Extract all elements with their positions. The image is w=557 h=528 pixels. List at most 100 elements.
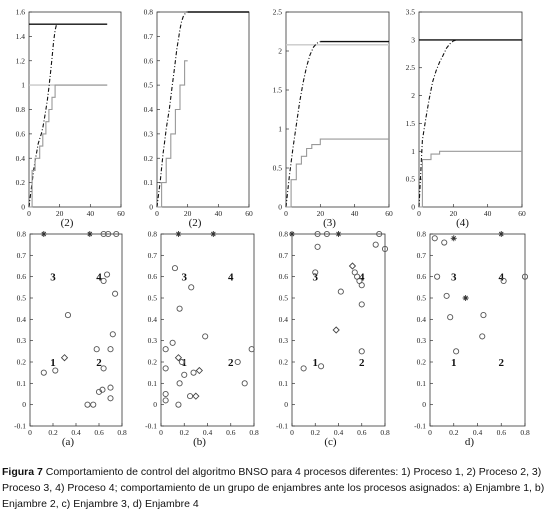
- y-tick-label: 0.5: [144, 81, 154, 90]
- data-point-circle: [381, 245, 389, 252]
- data-point-circle: [372, 241, 379, 248]
- data-point-star: [86, 231, 93, 237]
- data-point-circle: [300, 365, 307, 372]
- y-tick-label: 0.2: [17, 358, 27, 367]
- y-tick-label: 0.1: [17, 379, 27, 388]
- y-tick-label: 1: [278, 125, 282, 134]
- data-point-star: [450, 235, 457, 242]
- data-point-circle: [190, 369, 197, 376]
- data-point-circle: [441, 239, 448, 246]
- data-point-diamond: [192, 392, 200, 400]
- x-tick-label: 0.6: [226, 428, 236, 437]
- x-tick-label: 40: [215, 209, 223, 218]
- y-tick-label: 0.7: [144, 32, 154, 41]
- y-tick-label: 0.1: [279, 379, 289, 388]
- y-tick-label: 0: [284, 400, 288, 409]
- y-tick-label: 0.4: [17, 315, 27, 324]
- plot-frame: [285, 11, 390, 208]
- panel-label: (a): [62, 436, 75, 448]
- data-point-circle: [314, 243, 321, 250]
- panel-label: (4): [456, 217, 469, 229]
- group-label-2: 2: [228, 357, 234, 369]
- plot-frame: [160, 233, 255, 427]
- y-tick-label: 1.2: [16, 56, 26, 65]
- figure-caption: Figura 7 Comportamiento de control del a…: [2, 464, 554, 512]
- data-point-circle: [312, 269, 319, 276]
- y-tick-label: 0.5: [148, 294, 158, 303]
- y-tick-label: 0: [22, 400, 26, 409]
- y-tick-label: 0.4: [279, 315, 289, 324]
- group-label-1: 1: [50, 357, 56, 369]
- data-point-circle: [241, 380, 248, 387]
- data-point-circle: [202, 333, 209, 340]
- data-point-circle: [175, 401, 182, 408]
- group-label-3: 3: [313, 272, 319, 284]
- y-tick-label: 0: [422, 400, 426, 409]
- y-tick-label: 0.4: [417, 315, 427, 324]
- data-point-circle: [248, 346, 255, 353]
- x-tick-label: 20: [450, 209, 458, 218]
- data-point-circle: [337, 288, 344, 295]
- y-tick-label: 0.3: [148, 336, 158, 345]
- data-point-circle: [90, 401, 97, 408]
- y-tick-label: 0: [149, 203, 153, 212]
- y-tick-label: 0.8: [148, 230, 158, 239]
- data-point-circle: [100, 277, 107, 284]
- data-point-circle: [52, 367, 59, 374]
- data-point-circle: [105, 230, 112, 238]
- data-point-circle: [453, 348, 460, 355]
- y-tick-label: 0.3: [279, 336, 289, 345]
- data-point-circle: [234, 358, 241, 366]
- panel-label: (3): [323, 217, 336, 229]
- y-tick-label: 0.7: [17, 251, 27, 260]
- data-point-circle: [113, 230, 120, 238]
- data-point-circle: [178, 358, 185, 366]
- x-tick-label: 0.8: [520, 428, 530, 437]
- group-label-4: 4: [96, 272, 102, 284]
- data-point-star: [289, 231, 295, 237]
- data-point-star: [40, 231, 47, 237]
- data-point-circle: [100, 365, 107, 372]
- data-point-circle: [84, 401, 91, 408]
- data-point-circle: [318, 363, 325, 370]
- data-point-circle: [169, 339, 176, 346]
- x-tick-label: 0: [428, 428, 432, 437]
- y-tick-label: 1.5: [406, 119, 416, 128]
- y-tick-label: 0.1: [148, 379, 158, 388]
- group-label-1: 1: [313, 357, 319, 369]
- y-tick-label: 1.4: [16, 32, 26, 41]
- y-tick-label: 0.2: [279, 358, 289, 367]
- y-tick-label: 0.3: [144, 129, 154, 138]
- y-tick-label: 0.6: [144, 56, 154, 65]
- chart-panel-4: 0 0.5 1 1.5 2 2.5 3 3.5 0 20 40 60 (4): [406, 8, 526, 230]
- data-point-circle: [64, 312, 71, 319]
- panel-label: d): [465, 436, 475, 448]
- series-line-step: [286, 138, 389, 208]
- y-tick-label: 0.1: [144, 178, 154, 187]
- x-tick-label: 0: [27, 209, 31, 218]
- data-point-circle: [358, 348, 365, 355]
- group-label-3: 3: [451, 272, 457, 284]
- data-point-star: [210, 231, 217, 237]
- y-tick-label: -0.1: [145, 422, 157, 431]
- caption-text: Comportamiento de control del algoritmo …: [2, 466, 545, 510]
- data-point-circle: [443, 292, 450, 299]
- y-tick-label: 0.2: [417, 358, 427, 367]
- panel-label: (c): [324, 436, 337, 448]
- y-tick-label: 0.6: [417, 272, 427, 281]
- series-line-dashdot: [285, 41, 321, 208]
- data-point-circle: [500, 277, 507, 284]
- data-point-circle: [358, 282, 365, 289]
- data-point-circle: [176, 380, 183, 387]
- y-tick-label: 0: [153, 400, 157, 409]
- y-tick-label: 0.5: [406, 175, 416, 184]
- data-point-circle: [434, 273, 441, 280]
- y-tick-label: -0.1: [414, 422, 426, 431]
- x-tick-label: 20: [184, 209, 192, 218]
- data-point-circle: [376, 230, 383, 238]
- data-point-circle: [480, 312, 487, 319]
- panel-label: (b): [193, 436, 206, 448]
- y-tick-label: 0.3: [417, 336, 427, 345]
- data-point-circle: [171, 265, 178, 272]
- x-tick-label: 60: [518, 209, 526, 218]
